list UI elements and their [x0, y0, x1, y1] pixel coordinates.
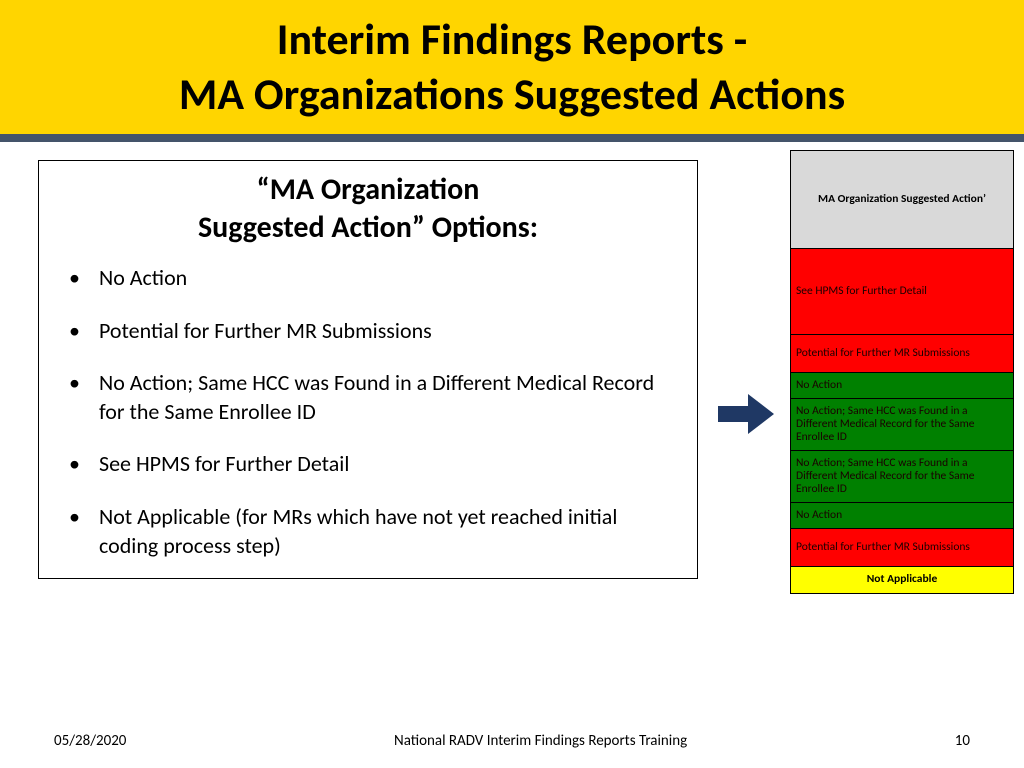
footer-center: National RADV Interim Findings Reports T… [394, 732, 687, 750]
table-row: No Action; Same HCC was Found in a Diffe… [791, 451, 1013, 503]
slide-title: Interim Findings Reports - MA Organizati… [10, 12, 1014, 122]
list-item: See HPMS for Further Detail [63, 450, 679, 479]
list-item: Potential for Further MR Submissions [63, 317, 679, 346]
list-item: Not Applicable (for MRs which have not y… [63, 503, 679, 560]
content-area: “MA Organization Suggested Action” Optio… [0, 142, 1024, 579]
footer: 05/28/2020 National RADV Interim Finding… [0, 732, 1024, 750]
table-header: MA Organization Suggested Action’ [791, 151, 1013, 249]
divider-rule [0, 134, 1024, 142]
options-heading-line-2: Suggested Action” Options: [198, 209, 538, 246]
options-heading: “MA Organization Suggested Action” Optio… [57, 171, 679, 246]
footer-page: 10 [955, 732, 970, 750]
title-line-2: MA Organizations Suggested Actions [179, 67, 845, 121]
suggested-action-table: MA Organization Suggested Action’ See HP… [790, 150, 1014, 594]
table-row: Not Applicable [791, 567, 1013, 593]
options-list: No Action Potential for Further MR Submi… [57, 264, 679, 560]
options-heading-line-1: “MA Organization [257, 171, 480, 208]
table-row: Potential for Further MR Submissions [791, 529, 1013, 567]
list-item: No Action; Same HCC was Found in a Diffe… [63, 369, 679, 426]
table-row: No Action; Same HCC was Found in a Diffe… [791, 399, 1013, 451]
table-row: No Action [791, 373, 1013, 399]
arrow-icon [718, 394, 774, 439]
options-box: “MA Organization Suggested Action” Optio… [38, 160, 698, 579]
list-item: No Action [63, 264, 679, 293]
table-row: Potential for Further MR Submissions [791, 335, 1013, 373]
table-row: No Action [791, 503, 1013, 529]
footer-date: 05/28/2020 [54, 732, 126, 750]
title-line-1: Interim Findings Reports - [277, 12, 747, 66]
title-band: Interim Findings Reports - MA Organizati… [0, 0, 1024, 134]
table-row: See HPMS for Further Detail [791, 249, 1013, 335]
